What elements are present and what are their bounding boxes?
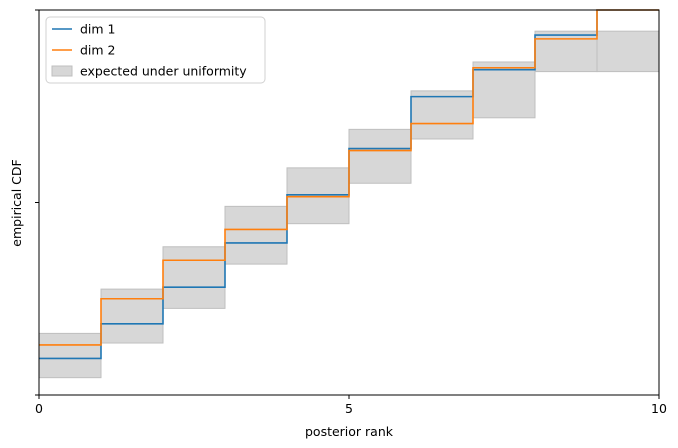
legend-box xyxy=(45,16,266,84)
legend-label: dim 2 xyxy=(80,43,116,58)
band-segment xyxy=(38,332,102,379)
x-axis-label: posterior rank xyxy=(305,424,394,439)
x-tick-label: 10 xyxy=(651,401,667,416)
series-lines xyxy=(39,9,659,360)
band-segment xyxy=(534,30,598,73)
legend-label: expected under uniformity xyxy=(80,64,247,79)
band-segment xyxy=(224,205,288,265)
legend-label: dim 1 xyxy=(80,22,116,37)
x-tick-label: 5 xyxy=(345,401,353,416)
x-axis-ticks: 0 5 10 xyxy=(35,395,667,416)
band-segment xyxy=(100,288,164,344)
legend: dim 1 dim 2 expected under uniformity xyxy=(45,16,266,84)
band-segment xyxy=(410,90,474,140)
x-tick-label: 0 xyxy=(35,401,43,416)
y-axis-ticks xyxy=(35,9,39,396)
y-axis-label: empirical CDF xyxy=(9,159,24,246)
series-line-2 xyxy=(39,9,659,346)
band-segment xyxy=(286,167,350,225)
band-segment xyxy=(348,128,412,184)
band-segment xyxy=(596,30,660,73)
band-segment xyxy=(162,246,226,309)
uniformity-band xyxy=(38,30,660,379)
legend-swatch-patch xyxy=(51,65,73,77)
